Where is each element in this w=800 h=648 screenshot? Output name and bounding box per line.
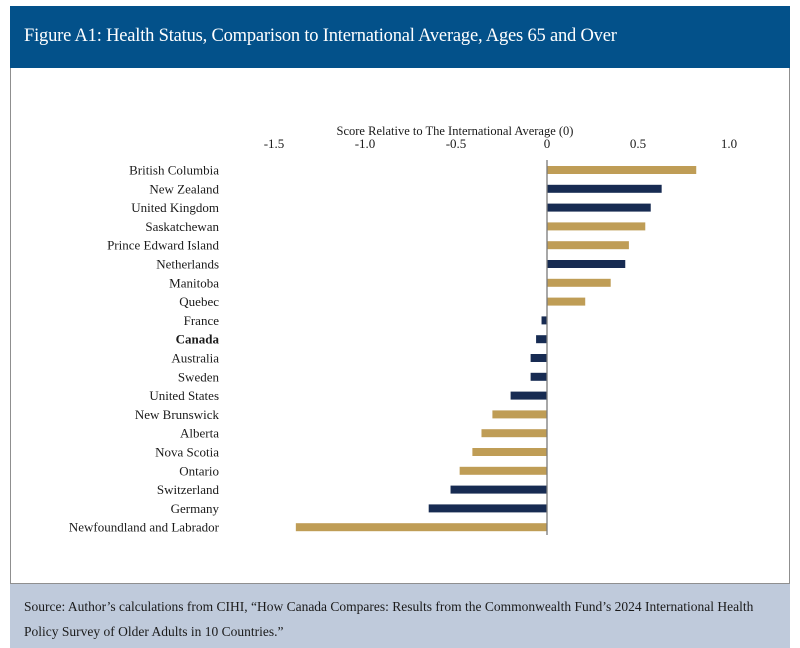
x-axis-title: Score Relative to The International Aver… <box>337 124 574 138</box>
category-label: Australia <box>171 351 219 366</box>
figure-header: Figure A1: Health Status, Comparison to … <box>10 6 790 68</box>
bar-united-kingdom <box>547 203 651 212</box>
category-label: Alberta <box>180 426 219 441</box>
x-tick-label: -0.5 <box>446 136 467 151</box>
figure-footer: Source: Author’s calculations from CIHI,… <box>10 584 790 648</box>
x-axis-ticks: -1.5 -1.0 -0.5 0 0.5 1.0 <box>264 136 737 151</box>
bar-germany <box>428 504 547 513</box>
category-label: Nova Scotia <box>155 445 219 460</box>
category-label: Prince Edward Island <box>107 238 219 253</box>
x-tick-label: 0 <box>544 136 551 151</box>
source-note: Source: Author’s calculations from CIHI,… <box>24 599 754 639</box>
bar-united-states <box>510 391 547 400</box>
bar-ontario <box>459 466 547 475</box>
bar-switzerland <box>450 485 547 494</box>
chart-area <box>10 68 790 584</box>
category-label: New Brunswick <box>135 407 220 422</box>
bar-new-brunswick <box>492 410 547 419</box>
category-label: United Kingdom <box>131 200 219 215</box>
x-tick-label: 0.5 <box>630 136 646 151</box>
category-label: Sweden <box>178 369 220 384</box>
bar-manitoba <box>547 278 611 287</box>
bar-netherlands <box>547 260 626 268</box>
bars <box>295 166 697 532</box>
bar-canada <box>536 335 547 344</box>
bar-australia <box>530 354 547 362</box>
category-label: New Zealand <box>149 181 219 196</box>
bar-saskatchewan <box>547 222 646 231</box>
category-label: France <box>184 313 220 328</box>
bar-british-columbia <box>547 166 697 174</box>
bar-new-zealand <box>547 184 662 193</box>
bar-prince-edward-island <box>547 241 629 250</box>
bar-nova-scotia <box>472 448 547 456</box>
x-tick-label: -1.5 <box>264 136 285 151</box>
category-label: Manitoba <box>169 275 219 290</box>
category-label: Canada <box>176 332 220 347</box>
category-labels: British Columbia New Zealand United Kingdo… <box>69 163 220 535</box>
bar-newfoundland-and-labrador <box>295 523 547 532</box>
category-label: Ontario <box>179 463 219 478</box>
category-label: Newfoundland and Labrador <box>69 520 220 535</box>
category-label: British Columbia <box>129 163 219 178</box>
category-label: Germany <box>171 501 220 516</box>
category-label: Switzerland <box>157 482 220 497</box>
bar-alberta <box>481 429 547 438</box>
category-label: Quebec <box>179 294 219 309</box>
figure-frame: Figure A1: Health Status, Comparison to … <box>10 6 790 648</box>
category-label: Netherlands <box>156 257 219 272</box>
x-tick-label: -1.0 <box>355 136 376 151</box>
figure-title: Figure A1: Health Status, Comparison to … <box>24 26 617 46</box>
category-label: United States <box>149 388 219 403</box>
x-tick-label: 1.0 <box>721 136 737 151</box>
category-label: Saskatchewan <box>145 219 219 234</box>
bar-france <box>541 316 547 325</box>
bar-sweden <box>530 372 547 381</box>
bar-quebec <box>547 297 586 306</box>
